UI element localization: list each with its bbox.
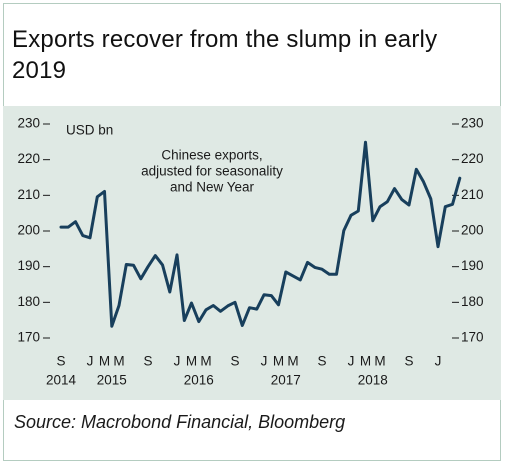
plot-panel: [3, 106, 501, 400]
chart-title: Exports recover from the slump in early …: [12, 26, 438, 84]
y-tick-label-left: 190: [17, 258, 40, 273]
y-tick-label-right: 200: [461, 223, 484, 238]
x-year-label: 2016: [184, 373, 214, 388]
x-tick-label: S: [56, 354, 65, 369]
y-tick-label-right: 220: [461, 151, 484, 166]
y-tick-label-left: 220: [17, 151, 40, 166]
x-tick-label: J: [435, 354, 442, 369]
y-tick-label-right: 180: [461, 294, 484, 309]
right-axis: 170 180 190 200 210 220 230: [452, 116, 484, 345]
x-tick-label: M: [186, 354, 197, 369]
annotation-line: and New Year: [170, 180, 255, 195]
y-axis-unit-label: USD bn: [66, 123, 113, 138]
x-tick-label: M: [113, 354, 124, 369]
x-tick-label: J: [348, 354, 355, 369]
y-tick-label-left: 170: [17, 330, 40, 345]
x-tick-label: S: [317, 354, 326, 369]
series-layer: [59, 140, 462, 328]
annotation-line: adjusted for seasonality: [141, 164, 283, 179]
y-tick-label-right: 210: [461, 187, 484, 202]
x-year-label: 2018: [358, 373, 388, 388]
x-tick-label: M: [99, 354, 110, 369]
y-tick-label-right: 190: [461, 258, 484, 273]
series-line-chinese-exports: [59, 140, 462, 328]
source-note: Source: Macrobond Financial, Bloomberg: [14, 412, 346, 432]
x-tick-label: M: [287, 354, 298, 369]
x-tick-label: M: [374, 354, 385, 369]
x-tick-label: J: [174, 354, 181, 369]
x-tick-label: S: [230, 354, 239, 369]
y-tick-label-left: 200: [17, 223, 40, 238]
y-tick-label-left: 230: [17, 116, 40, 131]
y-tick-label-left: 180: [17, 294, 40, 309]
x-tick-label: S: [143, 354, 152, 369]
y-tick-label-right: 230: [461, 116, 484, 131]
x-tick-label: J: [261, 354, 268, 369]
annotation-line: Chinese exports,: [161, 148, 262, 163]
y-tick-label-left: 210: [17, 187, 40, 202]
x-year-label: 2017: [271, 373, 301, 388]
x-year-label: 2014: [46, 373, 77, 388]
x-tick-label: M: [273, 354, 284, 369]
x-tick-label: J: [87, 354, 94, 369]
x-year-label: 2015: [97, 373, 127, 388]
x-tick-label: S: [404, 354, 413, 369]
y-tick-label-right: 170: [461, 330, 484, 345]
left-axis: 170 180 190 200 210 220 230: [17, 116, 50, 345]
x-tick-label: M: [360, 354, 371, 369]
chart-annotation: Chinese exports,adjusted for seasonality…: [141, 148, 283, 195]
x-tick-label: M: [200, 354, 211, 369]
